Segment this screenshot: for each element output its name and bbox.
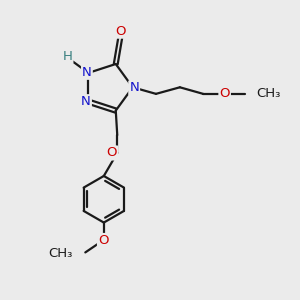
Text: O: O [116, 25, 126, 38]
Text: O: O [106, 146, 117, 160]
Text: N: N [129, 81, 139, 94]
Text: CH₃: CH₃ [48, 248, 73, 260]
Text: O: O [98, 234, 109, 247]
Text: O: O [219, 87, 230, 100]
Text: N: N [82, 66, 92, 79]
Text: H: H [62, 50, 72, 63]
Text: CH₃: CH₃ [256, 87, 281, 101]
Text: N: N [81, 95, 91, 108]
